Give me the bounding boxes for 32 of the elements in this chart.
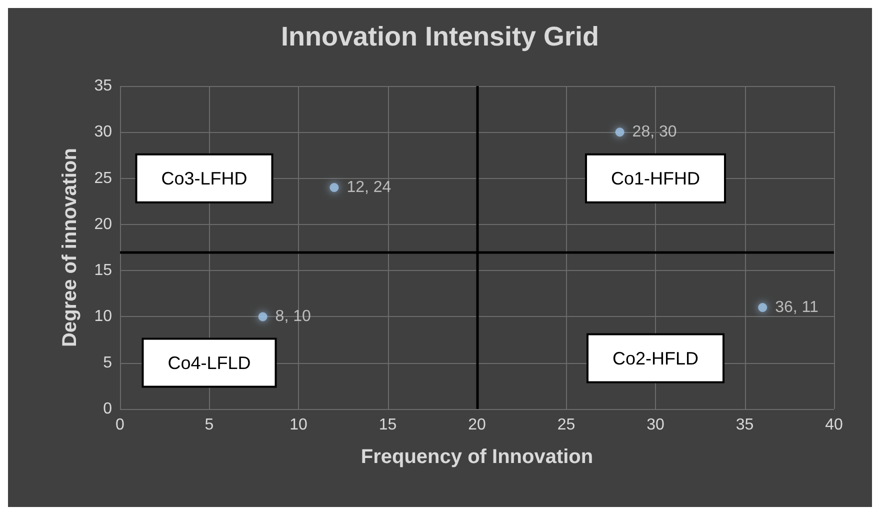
x-tick-label: 35 <box>736 416 754 434</box>
y-tick-label: 5 <box>103 354 112 372</box>
x-tick-label: 20 <box>468 416 486 434</box>
x-tick-label: 5 <box>204 416 214 434</box>
x-tick-label: 30 <box>646 416 664 434</box>
x-tick-label: 15 <box>378 416 397 434</box>
y-tick-label: 20 <box>94 216 112 233</box>
data-label: 36, 11 <box>775 298 818 316</box>
annotation: Co1-HFHD <box>610 168 700 188</box>
point <box>258 312 268 322</box>
x-axis-title: Frequency of Innovation <box>360 446 594 468</box>
y-axis-title: Degree of innovation <box>59 148 81 347</box>
data-label: 12, 24 <box>346 179 392 196</box>
y-tick-label: 0 <box>103 400 112 418</box>
annotation: Co3-LFHD <box>161 168 248 188</box>
y-tick-label: 15 <box>94 262 112 280</box>
data-label: 8, 10 <box>275 308 311 326</box>
chart-title: Innovation Intensity Grid <box>280 22 600 52</box>
point <box>330 183 339 192</box>
y-tick-label: 10 <box>94 308 112 326</box>
y-tick-label: 25 <box>94 170 112 187</box>
data-label: 28, 30 <box>632 124 677 141</box>
annotation: Co2-HFLD <box>612 348 699 368</box>
y-tick-label: 35 <box>94 78 112 94</box>
point <box>615 128 624 137</box>
y-tick-label: 30 <box>94 124 112 141</box>
x-tick-label: 10 <box>290 416 308 434</box>
x-tick-label: 0 <box>116 416 125 434</box>
point <box>758 302 768 312</box>
x-tick-label: 25 <box>557 416 576 434</box>
annotation: Co4-LFLD <box>168 352 251 373</box>
x-tick-label: 40 <box>825 416 843 434</box>
